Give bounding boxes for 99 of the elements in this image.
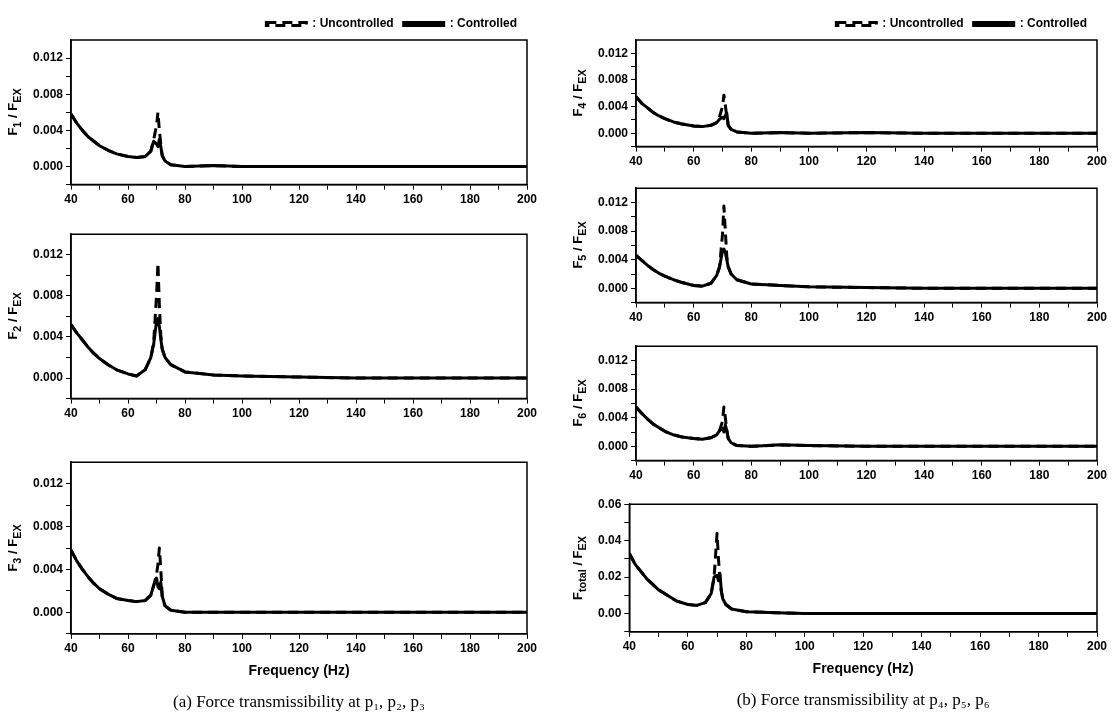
x-tick-label: 60	[681, 639, 695, 654]
x-tick-label: 140	[346, 406, 367, 421]
x-tick-label: 180	[1029, 468, 1050, 483]
x-axis-title: Frequency (Hz)	[812, 660, 914, 677]
x-tick-label: 140	[914, 310, 935, 325]
x-tick-label: 40	[64, 641, 79, 656]
x-tick-label: 80	[739, 639, 754, 654]
y-tick-label: 0.000	[33, 604, 64, 619]
x-tick-label: 60	[121, 406, 136, 421]
legend-label: : Controlled	[449, 16, 517, 31]
y-tick-label: 0.012	[33, 50, 64, 65]
y-tick-label: 0.008	[33, 518, 64, 533]
x-tick-label: 100	[232, 641, 253, 656]
y-tick-label: 0.00	[598, 605, 622, 620]
legend-label: : Uncontrolled	[882, 16, 964, 31]
x-tick-label: 100	[798, 468, 820, 483]
y-tick-label: 0.008	[598, 223, 629, 238]
x-tick-label: 140	[911, 639, 932, 654]
y-tick-label: 0.000	[598, 125, 629, 140]
legend-label: : Uncontrolled	[312, 16, 394, 31]
x-tick-label: 200	[1086, 468, 1108, 483]
x-tick-label: 40	[629, 310, 644, 325]
x-tick-label: 120	[289, 192, 310, 207]
x-tick-label: 120	[856, 468, 877, 483]
y-tick-label: 0.004	[598, 98, 629, 113]
text: (a) Force transmissibility at p₁, p₂, p₃	[173, 692, 425, 712]
x-tick-label: 180	[1029, 310, 1050, 325]
y-tick-label: 0.012	[598, 352, 629, 367]
x-tick-label: 80	[744, 468, 759, 483]
x-tick-label: 200	[516, 406, 538, 421]
y-tick-label: 0.000	[33, 370, 64, 385]
y-tick-label: 0.004	[33, 122, 64, 137]
x-tick-label: 180	[459, 192, 481, 207]
x-tick-label: 120	[289, 406, 310, 421]
x-tick-label: 160	[970, 639, 991, 654]
x-tick-label: 40	[629, 468, 644, 483]
x-tick-label: 100	[794, 639, 816, 654]
x-tick-label: 120	[856, 154, 877, 169]
y-tick-label: 0.004	[33, 561, 64, 576]
y-tick-label: 0.004	[33, 329, 64, 344]
x-tick-label: 40	[629, 154, 644, 169]
x-tick-label: 200	[1086, 154, 1108, 169]
x-tick-label: 100	[232, 406, 253, 421]
x-tick-label: 160	[971, 310, 993, 325]
x-tick-label: 160	[402, 641, 424, 656]
x-tick-label: 200	[516, 641, 538, 656]
x-tick-label: 80	[178, 192, 193, 207]
y-tick-label: 0.012	[598, 45, 629, 60]
y-tick-label: 0.008	[33, 86, 64, 101]
text: (b) Force transmissibility at p₄, p₅, p₆	[736, 690, 990, 710]
x-tick-label: 100	[232, 192, 253, 207]
x-tick-label: 200	[1086, 310, 1108, 325]
y-tick-label: 0.004	[598, 410, 629, 425]
y-tick-label: 0.008	[33, 288, 64, 303]
y-tick-label: 0.000	[598, 438, 629, 453]
x-tick-label: 100	[798, 154, 820, 169]
x-tick-label: 120	[856, 310, 877, 325]
x-tick-label: 140	[346, 192, 367, 207]
x-tick-label: 80	[178, 406, 193, 421]
y-tick-label: 0.02	[598, 569, 622, 584]
x-tick-label: 140	[914, 468, 935, 483]
x-tick-label: 60	[686, 310, 701, 325]
y-tick-label: 0.004	[598, 252, 629, 267]
y-tick-label: 0.008	[598, 72, 629, 87]
y-tick-label: 0.012	[33, 247, 64, 262]
y-tick-label: 0.012	[598, 194, 629, 209]
x-tick-label: 160	[971, 468, 993, 483]
x-tick-label: 160	[402, 192, 424, 207]
x-tick-label: 180	[1028, 639, 1049, 654]
x-axis-title: Frequency (Hz)	[248, 662, 350, 679]
x-tick-label: 180	[459, 406, 481, 421]
y-tick-label: 0.000	[598, 280, 629, 295]
x-tick-label: 40	[622, 639, 637, 654]
x-tick-label: 60	[121, 641, 136, 656]
y-tick-label: 0.008	[598, 381, 629, 396]
x-tick-label: 200	[1086, 639, 1108, 654]
x-tick-label: 180	[459, 641, 481, 656]
x-tick-label: 120	[853, 639, 874, 654]
y-tick-label: 0.04	[598, 532, 622, 547]
x-tick-label: 40	[64, 406, 79, 421]
x-tick-label: 180	[1029, 154, 1050, 169]
x-tick-label: 60	[686, 468, 701, 483]
x-tick-label: 40	[64, 192, 79, 207]
x-tick-label: 200	[516, 192, 538, 207]
y-tick-label: 0.000	[33, 158, 64, 173]
x-tick-label: 120	[289, 641, 310, 656]
x-tick-label: 140	[346, 641, 367, 656]
x-tick-label: 60	[121, 192, 136, 207]
x-tick-label: 80	[744, 310, 759, 325]
x-tick-label: 60	[686, 154, 701, 169]
y-tick-label: 0.012	[33, 475, 64, 490]
x-tick-label: 160	[402, 406, 424, 421]
x-tick-label: 80	[178, 641, 193, 656]
legend-label: : Controlled	[1019, 16, 1087, 31]
x-tick-label: 100	[798, 310, 820, 325]
x-tick-label: 80	[744, 154, 759, 169]
x-tick-label: 140	[914, 154, 935, 169]
y-tick-label: 0.06	[598, 496, 622, 511]
x-tick-label: 160	[971, 154, 993, 169]
